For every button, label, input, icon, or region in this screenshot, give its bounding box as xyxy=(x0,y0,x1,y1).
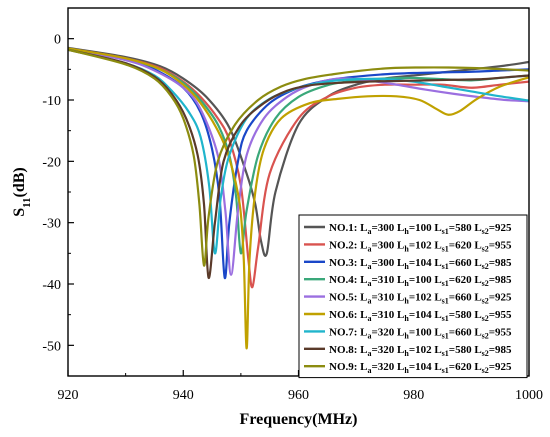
y-axis-label-main: S xyxy=(11,208,28,217)
y-tick-label: -40 xyxy=(42,278,61,293)
y-axis-label-sub: 11 xyxy=(21,197,33,207)
x-tick-label: 980 xyxy=(403,388,424,403)
y-axis-label-unit: (dB) xyxy=(11,167,28,197)
legend-label: NO.3: La=300 Lh=104 Ls1=660 Ls2=985 xyxy=(329,257,512,271)
series-line-8 xyxy=(68,48,529,279)
x-tick-label: 1000 xyxy=(515,388,543,403)
legend-label: NO.9: La=320 Lh=104 Ls1=620 Ls2=925 xyxy=(329,361,512,375)
legend-label: NO.2: La=300 Lh=102 Ls1=620 Ls2=955 xyxy=(329,239,512,253)
tick-layer: 920 940 960 980 1000 0 -10 -20 -30 -40 -50 xyxy=(42,7,543,403)
series-line-5 xyxy=(68,48,529,276)
curves-layer xyxy=(68,46,529,350)
legend-label: NO.5: La=310 Lh=102 Ls1=660 Ls2=925 xyxy=(329,292,512,306)
legend: NO.1: La=300 Lh=100 Ls1=580 Ls2=925 NO.2:… xyxy=(298,214,528,379)
legend-label: NO.8: La=320 Lh=102 Ls1=580 Ls2=985 xyxy=(329,344,512,358)
x-tick-label: 940 xyxy=(173,388,194,403)
series-line-9 xyxy=(68,48,529,267)
y-tick-label: 0 xyxy=(54,33,61,48)
legend-label: NO.1: La=300 Lh=100 Ls1=580 Ls2=925 xyxy=(329,222,512,236)
x-tick-label: 920 xyxy=(58,388,79,403)
y-tick-label: -30 xyxy=(42,217,61,232)
series-line-6 xyxy=(68,47,529,350)
x-axis-label: Frequency(MHz) xyxy=(240,411,358,428)
legend-box xyxy=(298,214,528,379)
legend-label: NO.4: La=310 Lh=100 Ls1=620 Ls2=985 xyxy=(329,274,512,288)
y-tick-label: -10 xyxy=(42,94,61,109)
y-axis-label: S11(dB) xyxy=(11,167,33,217)
legend-label: NO.7: La=320 Lh=100 Ls1=660 Ls2=955 xyxy=(329,326,512,340)
legend-label: NO.6: La=310 Lh=104 Ls1=580 Ls2=955 xyxy=(329,309,512,323)
x-tick-label: 960 xyxy=(288,388,309,403)
series-line-4 xyxy=(68,47,529,255)
y-tick-label: -50 xyxy=(42,339,61,354)
y-tick-label: -20 xyxy=(42,155,61,170)
